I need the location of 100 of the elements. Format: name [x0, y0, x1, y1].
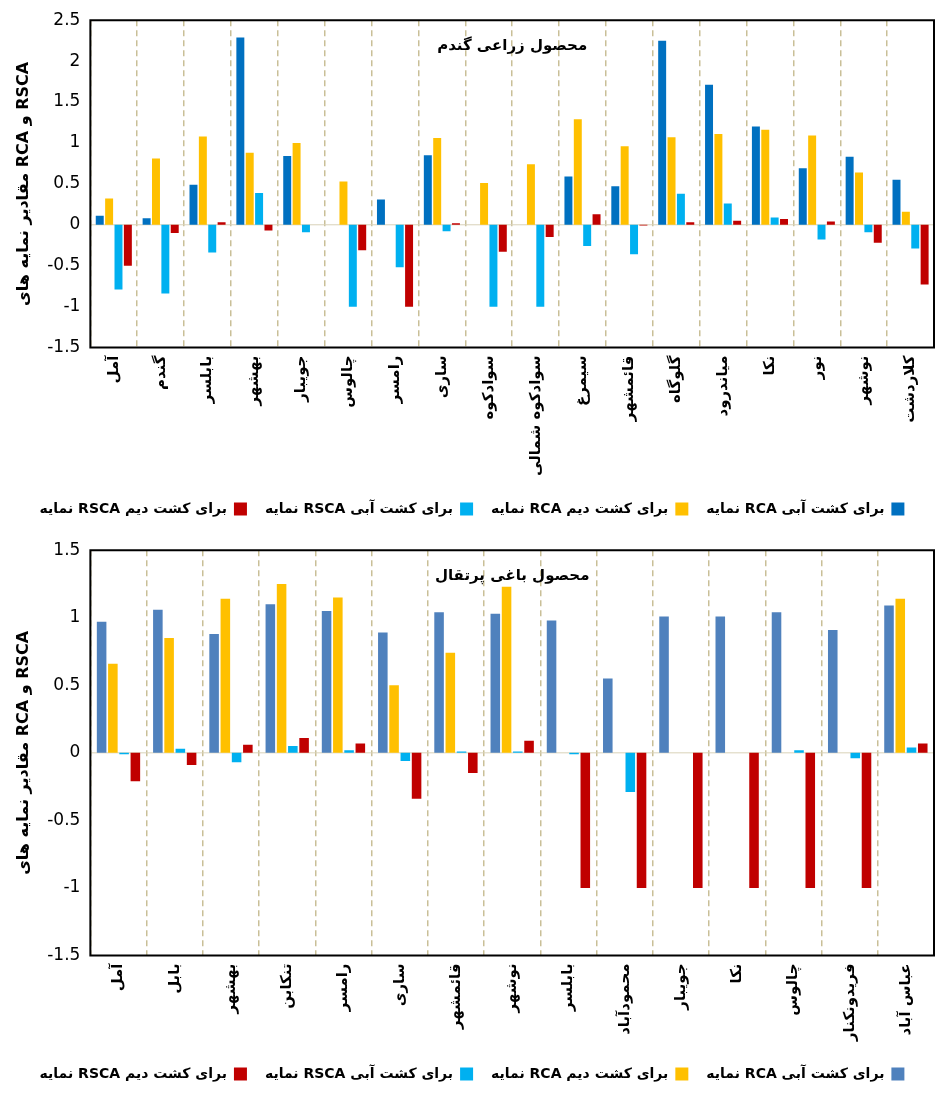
- x-tick-label: آمل: [108, 962, 127, 992]
- y-tick-label: -0.5: [47, 808, 81, 829]
- x-tick-label: نکا: [727, 963, 746, 984]
- y-tick-label: 1: [69, 131, 81, 152]
- bar: [490, 613, 501, 753]
- bar: [480, 183, 489, 225]
- y-tick-label: 0: [69, 213, 81, 234]
- bar: [395, 224, 404, 268]
- bar: [217, 222, 226, 225]
- bar: [826, 221, 835, 225]
- bar: [817, 224, 826, 240]
- bar: [164, 638, 174, 753]
- bar: [208, 224, 217, 253]
- bar: [339, 181, 348, 225]
- bar: [761, 129, 770, 225]
- bar: [693, 752, 703, 888]
- x-tick-label: کلاردشت: [900, 355, 919, 423]
- bar: [321, 610, 332, 753]
- y-axis-title: مقادیر نمایه های RCA و RSCA: [12, 61, 32, 306]
- text: محصول زراعی گندم: [437, 35, 588, 54]
- y-tick-label: -1: [63, 295, 81, 316]
- bar: [620, 146, 629, 225]
- x-tick-label: بهشهر: [220, 963, 239, 1015]
- bar: [794, 750, 804, 753]
- y-tick-label: -1: [63, 876, 81, 897]
- x-tick-label: میاندرود: [712, 355, 731, 417]
- x-tick-label: نوشهر: [502, 963, 521, 1014]
- x-tick-label: عباس آباد: [895, 963, 914, 1036]
- x-tick-label: قائمشهر: [445, 963, 464, 1031]
- x-tick-label: نکا: [759, 355, 778, 376]
- text: محصول باغی پرتقال: [434, 565, 590, 585]
- bar: [855, 172, 863, 225]
- bar: [498, 224, 507, 252]
- bar: [603, 678, 613, 753]
- legend-label: نمایه RSCA برای کشت دیم: [39, 1064, 227, 1082]
- bar: [536, 224, 545, 307]
- bar: [142, 218, 151, 225]
- bar: [592, 214, 601, 225]
- bar: [686, 222, 695, 225]
- bar: [546, 620, 557, 753]
- x-tick-label: فریدونکنار: [839, 963, 858, 1043]
- x-tick-label: بهشهر: [244, 355, 263, 407]
- x-tick-label: جویبار: [291, 355, 310, 403]
- x-tick-label: چالوس: [338, 355, 358, 408]
- bar: [376, 199, 385, 225]
- bar: [573, 119, 582, 225]
- bar: [864, 224, 873, 233]
- y-tick-label: 0.5: [53, 172, 81, 193]
- bar: [917, 743, 928, 753]
- bar: [389, 685, 399, 753]
- bar: [123, 224, 132, 266]
- bar: [884, 605, 894, 753]
- x-tick-label: سوادکوه شمالی: [525, 355, 544, 477]
- x-tick-label: نور: [806, 355, 825, 381]
- bar: [850, 752, 861, 759]
- x-tick-label: بابل: [164, 963, 183, 994]
- bar: [580, 752, 591, 888]
- bar: [255, 192, 264, 225]
- bar: [411, 752, 422, 799]
- bar: [749, 752, 759, 888]
- bar: [198, 136, 207, 225]
- y-tick-label: 2.5: [53, 8, 81, 29]
- bar: [243, 744, 253, 753]
- y-tick-label: 1: [69, 606, 81, 627]
- bar: [611, 186, 620, 225]
- x-tick-label: آمل: [103, 354, 122, 384]
- bar: [283, 156, 292, 225]
- bar: [805, 752, 816, 888]
- legend-label: نمایه RSCA برای کشت آبی: [264, 1063, 454, 1082]
- bar: [906, 747, 917, 753]
- bar: [348, 224, 357, 307]
- x-tick-label: نوشهر: [853, 355, 872, 406]
- x-tick-label: ساری: [431, 355, 450, 399]
- x-tick-label: ساری: [389, 963, 408, 1007]
- bar: [827, 629, 838, 753]
- bar: [658, 40, 667, 225]
- bar: [798, 168, 807, 225]
- bar: [442, 224, 451, 232]
- bar: [445, 652, 456, 753]
- bar: [770, 217, 779, 225]
- x-tick-label: رامسر: [384, 355, 403, 405]
- bar: [423, 155, 432, 225]
- y-tick-label: 2: [69, 49, 81, 70]
- bar: [667, 137, 676, 225]
- bar: [378, 632, 388, 753]
- bar: [245, 152, 254, 225]
- bar: [920, 224, 929, 285]
- bar: [489, 224, 498, 307]
- x-tick-label: گندم: [150, 355, 169, 391]
- bar: [468, 752, 478, 774]
- bar: [299, 737, 309, 753]
- bar: [895, 598, 906, 753]
- bar: [625, 752, 636, 793]
- bar: [236, 37, 245, 225]
- y-tick-label: -1.5: [47, 943, 81, 964]
- bar: [676, 193, 685, 225]
- x-tick-label: بابلسر: [197, 355, 216, 405]
- legend-label: نمایه RCA برای کشت آبی: [706, 498, 885, 517]
- bar: [220, 598, 231, 753]
- bar: [636, 752, 647, 888]
